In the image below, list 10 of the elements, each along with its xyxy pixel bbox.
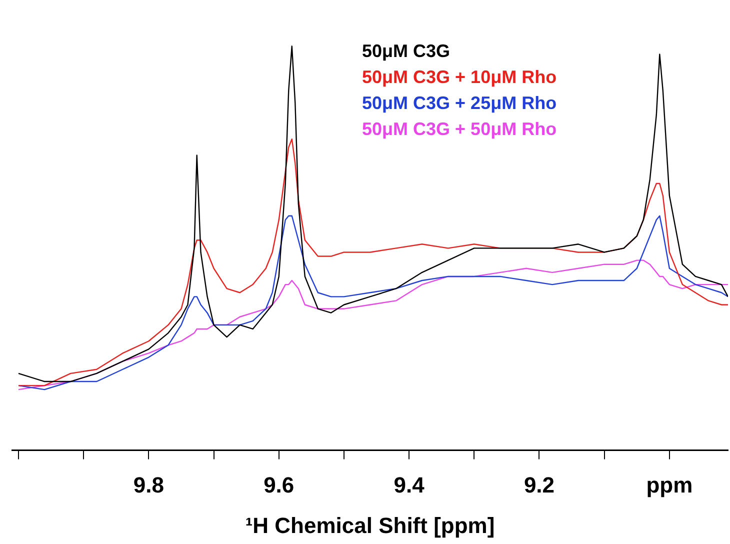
x-tick-label: 9.8 — [133, 472, 164, 498]
text: 50μM C3G + 10μM Rho — [362, 66, 557, 89]
text: 50μM C3G — [362, 40, 452, 63]
x-axis-title: ¹H Chemical Shift [ppm] — [245, 512, 495, 538]
x-tick-label: 9.2 — [524, 472, 555, 498]
x-tick-label: 9.4 — [394, 472, 426, 498]
text: 50μM C3G + 25μM Rho — [362, 92, 557, 115]
x-tick-label: 9.6 — [264, 472, 294, 498]
x-tick-label: ppm — [646, 472, 693, 498]
text: 50μM C3G + 50μM Rho — [362, 118, 557, 141]
